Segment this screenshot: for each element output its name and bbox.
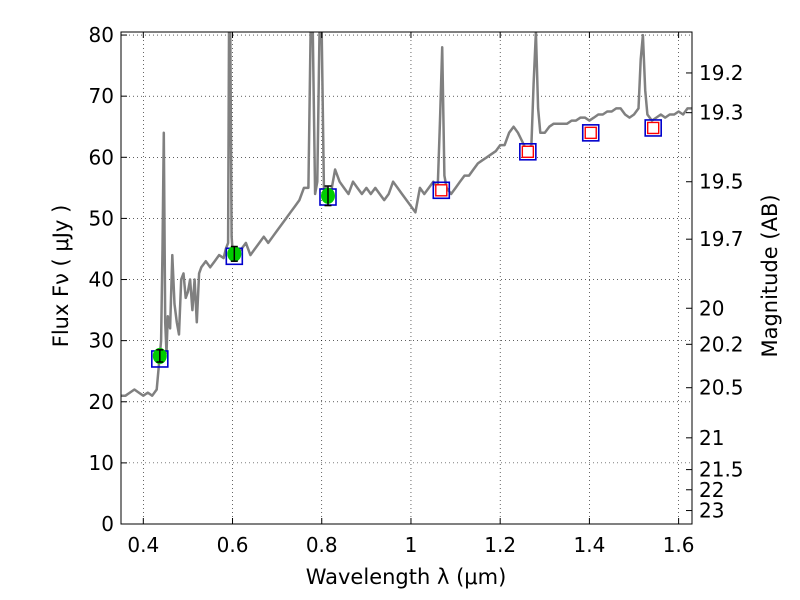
y-tick-label: 10 <box>89 451 114 475</box>
y-tick-label: 60 <box>89 145 114 169</box>
model-point <box>519 142 537 161</box>
upper-limit-point <box>584 126 597 140</box>
right-tick-label: 21.5 <box>699 458 744 482</box>
model-point <box>581 124 600 142</box>
y-tick-label: 40 <box>89 268 114 292</box>
right-tick-label: 19.2 <box>699 61 744 85</box>
grid-lines <box>121 32 692 525</box>
model-point <box>432 181 451 200</box>
y-tick-label: 20 <box>89 390 114 414</box>
y-tick-label: 80 <box>89 23 114 47</box>
x-tick-label: 1.6 <box>663 533 695 557</box>
data-points-layer <box>151 119 662 368</box>
x-tick-label: 0.6 <box>217 533 249 557</box>
y-axis-ticks: 0 10 20 30 40 50 60 70 80 <box>89 23 127 536</box>
x-tick-label: 1.2 <box>484 533 516 557</box>
right-tick-label: 19.7 <box>699 227 744 251</box>
right-tick-label: 20.2 <box>699 332 744 356</box>
right-tick-label: 20 <box>699 296 724 320</box>
x-axis-label: Wavelength λ (μm) <box>306 565 507 589</box>
plot-frame <box>120 31 693 525</box>
upper-limit-point <box>646 121 660 135</box>
upper-limit-point <box>521 145 535 158</box>
x-tick-label: 1.4 <box>573 533 605 557</box>
x-tick-label: 0.8 <box>306 533 338 557</box>
spectrum-layer <box>121 32 692 397</box>
model-point <box>644 119 662 137</box>
right-tick-label: 21 <box>699 426 724 450</box>
upper-limit-point <box>435 184 448 197</box>
right-axis-label: Magnitude (AB) <box>758 194 782 357</box>
y-tick-label: 30 <box>89 329 114 353</box>
right-tick-label: 19.3 <box>699 101 744 125</box>
right-tick-label: 22 <box>699 478 724 502</box>
right-tick-label: 20.5 <box>699 376 744 400</box>
y-tick-label: 70 <box>89 84 114 108</box>
right-tick-label: 23 <box>699 499 724 523</box>
y-tick-label: 50 <box>89 206 114 230</box>
x-tick-label: 0.4 <box>127 533 159 557</box>
x-axis-ticks: 0.4 0.6 0.8 1 1.2 1.4 1.6 <box>127 32 695 557</box>
spectrum-line <box>121 32 692 397</box>
y-axis-label: Flux Fν ( μJy ) <box>49 205 73 348</box>
y-tick-label: 0 <box>101 512 114 536</box>
right-tick-label: 19.5 <box>699 170 744 194</box>
x-tick-label: 1 <box>405 533 418 557</box>
